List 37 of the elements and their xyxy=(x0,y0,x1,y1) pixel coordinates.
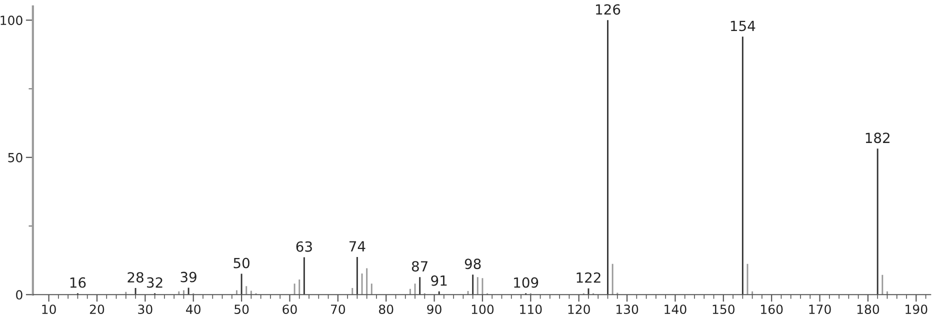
annotation: 126 xyxy=(596,4,620,15)
x-tick-label: 80 xyxy=(378,304,394,314)
x-tick-label: 50 xyxy=(234,304,249,314)
annotation: 87 xyxy=(412,261,428,272)
x-tick-label: 90 xyxy=(427,304,442,314)
x-tick-label: 60 xyxy=(282,304,297,314)
y-tick-label: 50 xyxy=(8,152,22,162)
annotation: 122 xyxy=(576,272,600,283)
x-tick-label: 140 xyxy=(664,304,686,314)
annotation: 182 xyxy=(866,132,890,144)
annotation: 50 xyxy=(234,258,250,268)
annotation: 63 xyxy=(296,241,312,252)
x-tick-label: 10 xyxy=(42,304,56,314)
annotation: 154 xyxy=(730,20,756,32)
x-tick-label: 120 xyxy=(568,304,590,314)
annotation: 109 xyxy=(514,277,538,288)
x-tick-label: 30 xyxy=(138,304,152,314)
x-tick-label: 160 xyxy=(761,304,783,314)
annotation: 39 xyxy=(180,272,196,282)
annotation: 74 xyxy=(349,241,366,252)
x-tick-label: 180 xyxy=(857,304,880,314)
annotation: 16 xyxy=(70,277,86,288)
x-tick-label: 20 xyxy=(90,304,104,314)
annotation: 28 xyxy=(128,272,144,283)
y-tick-label: 0 xyxy=(16,290,22,300)
annotation: 32 xyxy=(147,277,162,288)
x-tick-label: 100 xyxy=(472,304,494,314)
annotation: 91 xyxy=(431,275,447,286)
annotation: 98 xyxy=(464,258,481,270)
x-tick-label: 40 xyxy=(186,304,200,314)
x-tick-label: 130 xyxy=(616,304,638,314)
y-tick-label: 100 xyxy=(0,16,22,26)
x-tick-label: 150 xyxy=(712,304,734,314)
x-tick-label: 170 xyxy=(809,304,831,314)
x-tick-label: 70 xyxy=(330,304,346,314)
x-tick-label: 190 xyxy=(906,304,928,314)
x-tick-label: 110 xyxy=(520,304,542,314)
